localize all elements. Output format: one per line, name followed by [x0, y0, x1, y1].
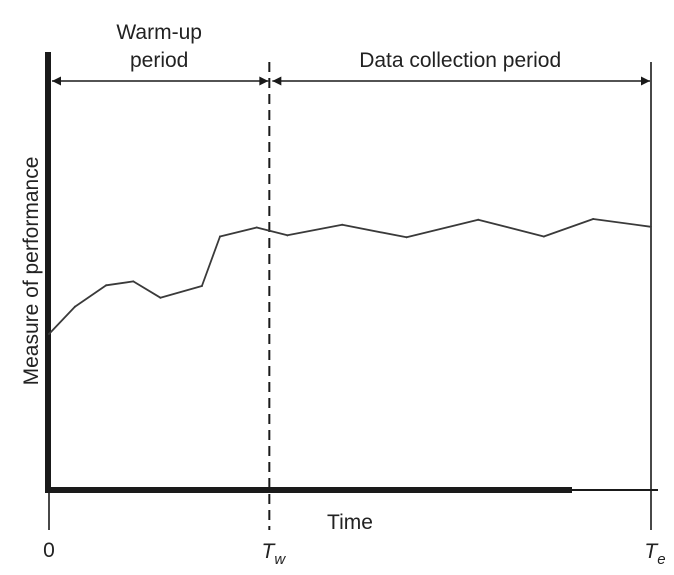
series-point	[477, 218, 480, 221]
x-tick-label-te-subscript: e	[657, 551, 665, 568]
series-point	[48, 333, 50, 335]
series-point	[73, 305, 76, 308]
series-point	[132, 280, 135, 283]
series-point	[650, 225, 652, 228]
series-points	[48, 217, 652, 335]
x-tick-label-te-main: T	[644, 540, 659, 563]
performance-series-line	[48, 218, 652, 335]
x-axis-label: Time	[327, 511, 373, 534]
series-point	[542, 235, 545, 238]
warmup-period-label-line1: Warm-up	[116, 21, 202, 44]
series-point	[255, 226, 258, 229]
warmup-period-label-line2: period	[130, 49, 188, 72]
x-tick-label-zero: 0	[43, 539, 55, 562]
series-point	[105, 284, 108, 287]
series-point	[159, 296, 162, 299]
series-point	[200, 285, 203, 288]
x-tick-label-tw: Tw	[261, 540, 286, 568]
series-point	[405, 236, 408, 239]
series-point	[341, 223, 344, 226]
x-tick-label-tw-main: T	[261, 540, 276, 563]
x-tick-label-te: Te	[644, 540, 665, 568]
series-point	[286, 234, 289, 237]
x-tick-label-tw-subscript: w	[274, 551, 286, 568]
series-point	[592, 217, 595, 220]
y-axis-label: Measure of performance	[20, 157, 43, 386]
series-point	[218, 235, 221, 238]
data-collection-period-label: Data collection period	[359, 49, 561, 72]
